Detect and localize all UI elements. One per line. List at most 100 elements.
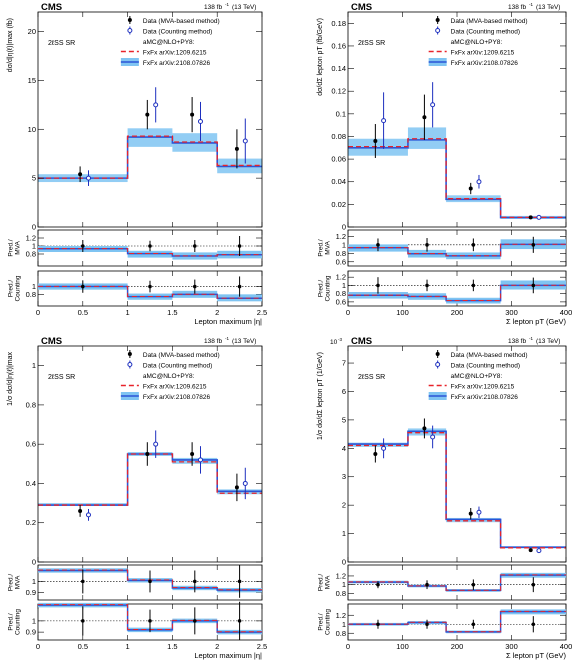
panel3-main-ytick-label: 0.8 bbox=[26, 400, 36, 409]
panel4-main-ytick-label: 4 bbox=[342, 444, 346, 453]
panel2-cms-label: CMS bbox=[351, 2, 372, 13]
panel3-ratio-mva-ylabel: Pred./MVA bbox=[8, 574, 22, 592]
panel1-main-ytick-label: 5 bbox=[32, 174, 36, 183]
panel2-ratio-mva-data-point bbox=[376, 243, 380, 247]
panel4-data-cnt-point bbox=[476, 509, 482, 515]
panel2-ratio-cnt-data-point bbox=[531, 283, 536, 288]
panel1-ratio-cnt-ytick-label: 1 bbox=[32, 282, 36, 291]
panel4-ratio-cnt-xtick-label: 0 bbox=[346, 642, 350, 651]
panel3-lumi: 138 fb bbox=[204, 338, 222, 345]
panel3-legend-data-cnt: Data (Counting method) bbox=[143, 363, 212, 370]
panel3-ratio-cnt-xtick-label: 0 bbox=[36, 642, 40, 651]
panel3-ratio-cnt-xtick-label: 2 bbox=[215, 642, 219, 651]
panel3-ratio-cnt-xtick-label: 1.5 bbox=[167, 642, 177, 651]
panel1-ratio-mva-data-point bbox=[148, 244, 152, 248]
panel2-ratio-mva-data-point bbox=[531, 243, 536, 247]
panel4-legend-data-cnt: Data (Counting method) bbox=[451, 363, 520, 370]
panel2-ratio-cnt-data-point bbox=[425, 283, 429, 288]
panel3-ratio-mva-data-point bbox=[193, 579, 197, 584]
panel4-legend-mc-header: aMC@NLO+PY8: bbox=[451, 373, 503, 380]
panel3-data-mva-point bbox=[78, 508, 83, 513]
panel3-band bbox=[172, 457, 218, 464]
panel1-ratio-mva-ylabel-line1: Pred./ bbox=[8, 239, 15, 257]
panel1-data-cnt-point bbox=[153, 102, 159, 108]
panel3-ratio-mva-data-point bbox=[81, 579, 85, 584]
panel3-ratio-cnt-xtick-label: 0.5 bbox=[78, 642, 88, 651]
panel4-ratio-cnt-ytick-label: 1.2 bbox=[336, 611, 346, 620]
panel3-main-frame bbox=[37, 345, 263, 563]
panel4-legend-cnt-marker bbox=[435, 362, 441, 367]
panel2-ratio-cnt-data-point bbox=[471, 283, 476, 288]
panel1-region: 2ℓSS SR bbox=[48, 40, 75, 47]
panel3-ratio-cnt-ylabel-line1: Pred./ bbox=[8, 613, 15, 631]
panel2-ratio-cnt-ytick-label: 1 bbox=[342, 281, 346, 290]
panel4-legend-fxfx-a: FxFx arXiv:1209.6215 bbox=[451, 384, 515, 391]
panel4-main-ytick-label: 5 bbox=[342, 415, 346, 424]
panel2-ratio-cnt-xtick-label: 100 bbox=[396, 308, 409, 317]
panel3-ratio-cnt-xtick-label: 1 bbox=[126, 642, 130, 651]
panel4-lumi-sup: -1 bbox=[529, 336, 533, 341]
panel1-ratio-cnt-data-point bbox=[148, 284, 152, 289]
panel2-ratio-cnt-ylabel-line2: Counting bbox=[325, 275, 332, 301]
panel4-ratio-cnt-data-point bbox=[471, 622, 476, 627]
panel2-data-mva-point bbox=[422, 115, 427, 120]
panel4-ratio-mva-data-point bbox=[376, 582, 380, 587]
panel1-ratio-cnt-fxfx-a-line bbox=[38, 285, 262, 299]
panel4-ratio-cnt-fxfx-a-line bbox=[348, 610, 566, 633]
panel1-data-mva-point bbox=[190, 112, 195, 117]
panel4-ratio-cnt-ylabel-line1: Pred./ bbox=[318, 613, 325, 631]
panel1-ratio-mva-data-point bbox=[81, 244, 85, 248]
panel1-main-ytick-label: 0 bbox=[32, 223, 36, 232]
panel3-ratio-cnt-frame bbox=[37, 603, 263, 641]
panel2-ratio-mva-ytick-label: 0.8 bbox=[336, 249, 346, 258]
panel2-xlabel: Σ lepton pT (GeV) bbox=[506, 317, 566, 326]
panel3-ratio-mva-data-point bbox=[237, 579, 242, 584]
panel3-ylabel: 1/σ dσ/d|η(ℓ)|max bbox=[7, 352, 14, 406]
panel3-ratio-cnt-ylabel: Pred./Counting bbox=[8, 609, 22, 635]
panel2-main-ytick-label: 0.08 bbox=[331, 132, 346, 141]
panel4-data-mva-point bbox=[528, 548, 533, 553]
panel4-ratio-cnt-ytick-label: 0.8 bbox=[336, 629, 346, 638]
panel2-ratio-cnt-ylabel-line1: Pred./ bbox=[318, 280, 325, 298]
panel2-ratio-cnt-xtick-label: 400 bbox=[560, 308, 573, 317]
panel4-data-mva-point bbox=[468, 511, 473, 516]
panel1-ratio-cnt-xtick-label: 1.5 bbox=[167, 308, 177, 317]
panel1-ratio-cnt-xtick-label: 0.5 bbox=[78, 308, 88, 317]
panel1-ratio-mva-ytick-label: 1.2 bbox=[26, 234, 36, 243]
panel3-main-ytick-label: 0.6 bbox=[26, 440, 36, 449]
panel2-legend-fxfx-a: FxFx arXiv:1209.6215 bbox=[451, 50, 515, 57]
panel4-data-mva-point bbox=[422, 426, 427, 431]
panel4-ratio-cnt-xtick-label: 200 bbox=[451, 642, 464, 651]
panel4-main-ytick-label: 7 bbox=[342, 359, 346, 368]
panel1-legend-fxfx-a: FxFx arXiv:1209.6215 bbox=[143, 50, 207, 57]
panel3-data-cnt-point bbox=[85, 512, 91, 518]
panel3-legend-cnt-marker bbox=[127, 362, 133, 367]
panel4-ratio-cnt-xtick-label: 100 bbox=[396, 642, 409, 651]
panel3-ratio-mva-fxfx-a-line bbox=[38, 569, 262, 591]
panel1-ratio-cnt-ylabel-line2: Counting bbox=[15, 275, 22, 301]
panel3-legend-fxfx-a: FxFx arXiv:1209.6215 bbox=[143, 384, 207, 391]
panel2-legend-fxfx-b: FxFx arXiv:2108.07826 bbox=[451, 60, 519, 67]
panel1-ratio-mva-ylabel: Pred./MVA bbox=[8, 239, 22, 257]
panel3-ratio-cnt-ylabel-line2: Counting bbox=[15, 609, 22, 635]
panel1-ratio-cnt-ytick-label: 0.8 bbox=[26, 290, 36, 299]
panel2-ratio-mva-ytick-label: 1.2 bbox=[336, 232, 346, 241]
panel3-ratio-mva-frame bbox=[37, 564, 263, 601]
panel2-ratio-mva-ytick-label: 1 bbox=[342, 240, 346, 249]
panel3-xlabel: Lepton maximum |η| bbox=[194, 651, 262, 660]
panel2-legend-mc-header: aMC@NLO+PY8: bbox=[451, 39, 503, 46]
panel4-ratio-mva-ylabel-line1: Pred./ bbox=[318, 574, 325, 592]
panel4-main-ytick-label: 6 bbox=[342, 387, 346, 396]
panel1-data-mva-point bbox=[78, 172, 83, 177]
panel3-fxfx-a-line bbox=[38, 453, 262, 506]
panel2-legend-cnt-marker bbox=[435, 28, 441, 33]
panel1-ratio-mva-data-point bbox=[193, 244, 197, 248]
panel3-main-ytick-label: 0 bbox=[32, 558, 36, 567]
panel4-main-ytick-label: 3 bbox=[342, 472, 346, 481]
panel3-fxfx-b-line bbox=[38, 453, 262, 506]
panel2-main-ytick-label: 0.14 bbox=[331, 64, 346, 73]
panel3: 0 0.2 0.4 0.6 0.8 1 CMS 138 fb -1 (13 TeV) 2ℓSS SR… bbox=[7, 336, 267, 660]
panel4-main-ytick-label: 0 bbox=[342, 558, 346, 567]
